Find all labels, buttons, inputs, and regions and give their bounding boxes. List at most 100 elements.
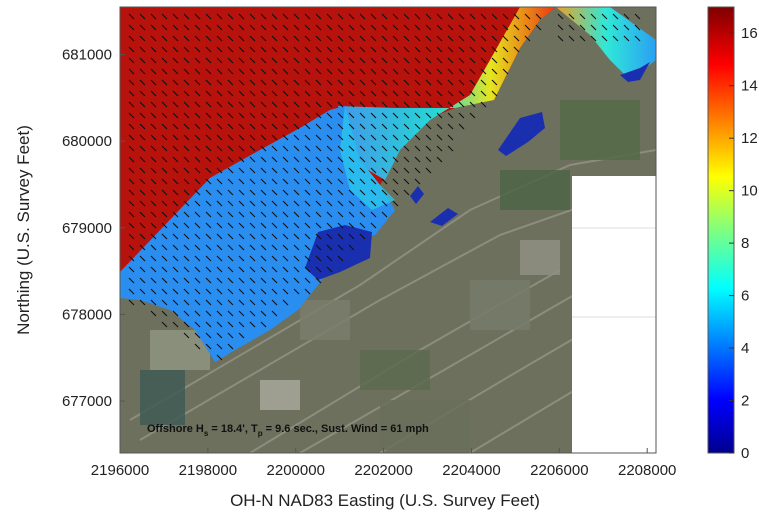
wave-vector [194,189,201,196]
wave-vector [304,288,311,295]
wave-vector [216,211,223,218]
wave-vector [227,211,234,218]
wave-vector [392,101,399,108]
wave-vector [205,46,212,53]
wave-vector [128,255,135,262]
wave-vector [337,222,344,229]
wave-vector [304,90,311,97]
wave-vector [579,35,586,42]
wave-vector [238,123,245,130]
wave-vector [139,288,146,295]
wave-vector [370,90,377,97]
wave-vector [304,13,311,20]
wave-vector [161,233,168,240]
wave-vector [194,112,201,119]
wave-vector [227,255,234,262]
wave-vector [161,46,168,53]
wave-vector [348,200,355,207]
wave-vector [337,101,344,108]
wave-vector [172,266,179,273]
offshore-wave-region [120,7,556,272]
wave-vector [205,332,212,339]
wave-vector [304,277,311,284]
wave-vector [414,145,421,152]
wave-vector [293,233,300,240]
wave-vector [282,46,289,53]
wave-vector [183,244,190,251]
wave-vector [139,24,146,31]
wave-vector [205,343,212,350]
wave-vector [293,255,300,262]
wave-vector [260,13,267,20]
wave-vector [260,233,267,240]
wave-vector [260,46,267,53]
wave-vector [150,233,157,240]
wave-vector [150,200,157,207]
wave-vector [271,156,278,163]
wave-vector [370,156,377,163]
wave-vector [348,167,355,174]
wave-vector [216,156,223,163]
wave-vector [480,90,487,97]
wave-vector [403,46,410,53]
wave-vector [238,288,245,295]
wave-vector [150,222,157,229]
wave-vector [216,24,223,31]
colorbar [707,6,735,454]
wave-vector [238,68,245,75]
wave-vector [205,277,212,284]
wave-vector [282,79,289,86]
wave-vector [260,178,267,185]
wave-vector [403,123,410,130]
wave-vector [194,299,201,306]
wave-vector [282,90,289,97]
wave-vector [304,79,311,86]
wave-vector [315,178,322,185]
aerial-land-patch [560,100,640,160]
wave-vector [491,46,498,53]
wave-vector [414,112,421,119]
wave-vector [139,13,146,20]
wave-vector [260,211,267,218]
wave-vector [403,101,410,108]
wave-vector [172,101,179,108]
wave-vector [414,46,421,53]
wave-vector [293,79,300,86]
x-axis-ticks: 2196000 2198000 2200000 2202000 2204000 22060… [91,448,676,479]
wave-vector [216,255,223,262]
wave-vector [172,134,179,141]
wave-vector [337,123,344,130]
wave-vector [315,167,322,174]
wave-vector [436,13,443,20]
wave-vector [216,200,223,207]
wave-vector [293,123,300,130]
wave-vector [249,57,256,64]
wave-vector [403,134,410,141]
wave-vector [128,46,135,53]
wave-vector [271,288,278,295]
wave-vector [326,178,333,185]
wave-vector [359,211,366,218]
wave-vector [227,222,234,229]
wave-vector [392,68,399,75]
wave-vector [194,244,201,251]
wave-vector [227,90,234,97]
wave-vector [568,13,575,20]
wave-vector [249,288,256,295]
wave-vector [370,145,377,152]
wave-vector [348,178,355,185]
wave-vector [271,123,278,130]
wave-vector [194,343,201,350]
wave-vector [183,310,190,317]
wave-vector [227,145,234,152]
wave-vector [227,200,234,207]
wave-vector [227,277,234,284]
wave-vector [194,178,201,185]
wave-vector [370,123,377,130]
wave-vector [150,68,157,75]
wave-vector [194,255,201,262]
wave-vector [194,277,201,284]
wave-vector [359,13,366,20]
wave-vector [524,13,531,20]
